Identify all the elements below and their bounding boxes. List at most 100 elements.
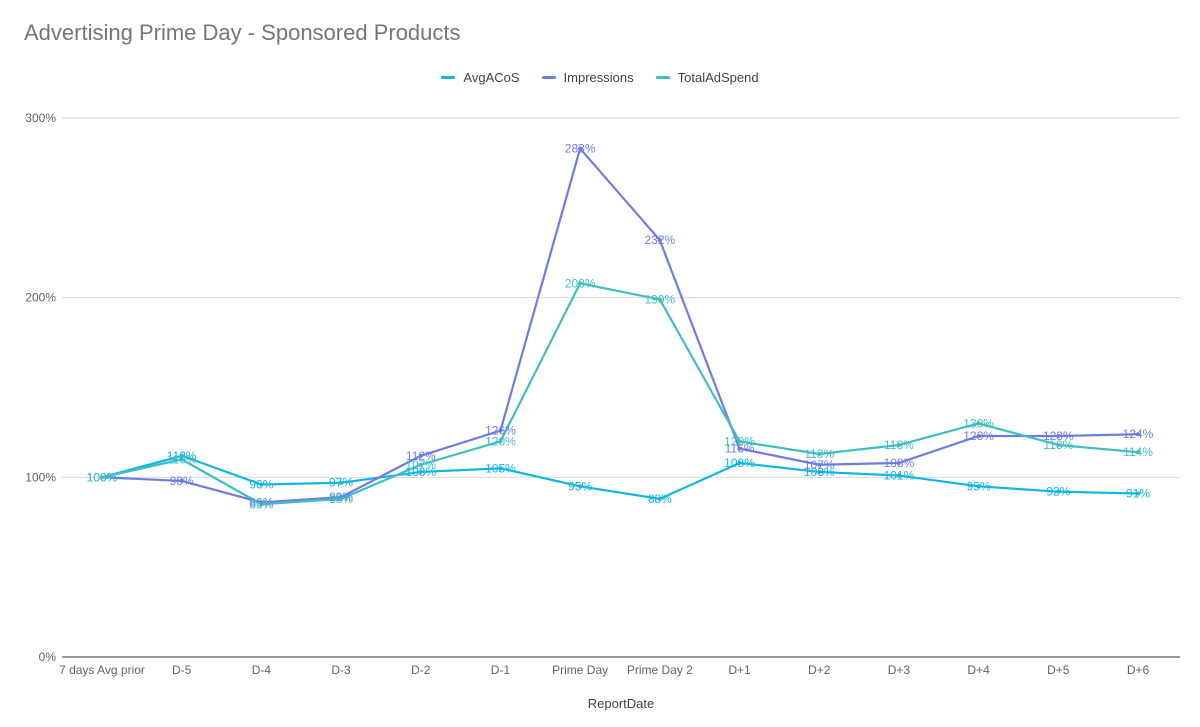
data-point-totaladspend[interactable] bbox=[1136, 450, 1140, 455]
x-tick-label: D+1 bbox=[728, 663, 751, 677]
data-label-totaladspend: 113% bbox=[804, 447, 834, 461]
data-label-avgacos: 95% bbox=[568, 479, 592, 493]
data-point-avgacos[interactable] bbox=[1056, 489, 1061, 494]
x-axis-title: ReportDate bbox=[588, 696, 654, 711]
data-label-totaladspend: 120% bbox=[724, 434, 755, 448]
data-label-avgacos: 91% bbox=[1126, 487, 1150, 501]
data-point-avgacos[interactable] bbox=[657, 496, 662, 501]
legend-label-avgacos: AvgACoS bbox=[463, 70, 520, 85]
data-point-avgacos[interactable] bbox=[339, 480, 344, 485]
data-label-impressions: 112% bbox=[406, 449, 436, 463]
data-point-impressions[interactable] bbox=[578, 146, 583, 151]
data-point-avgacos[interactable] bbox=[498, 466, 503, 471]
data-point-avgacos[interactable] bbox=[179, 453, 184, 458]
series-line-avgacos bbox=[101, 454, 1139, 500]
data-label-impressions: 123% bbox=[963, 429, 994, 443]
legend-label-totaladspend: TotalAdSpend bbox=[677, 70, 759, 85]
data-label-avgacos: 100% bbox=[87, 470, 118, 484]
data-label-avgacos: 96% bbox=[249, 478, 273, 492]
legend-swatch-impressions bbox=[541, 76, 556, 79]
data-label-avgacos: 112% bbox=[167, 449, 197, 463]
data-label-avgacos: 97% bbox=[329, 476, 353, 490]
data-label-avgacos: 88% bbox=[648, 492, 672, 506]
x-tick-label: D+3 bbox=[888, 663, 911, 677]
data-label-avgacos: 92% bbox=[1046, 485, 1070, 499]
data-label-impressions: 123% bbox=[1043, 429, 1074, 443]
data-label-totaladspend: 199% bbox=[644, 292, 675, 306]
data-point-totaladspend[interactable] bbox=[259, 502, 264, 507]
legend-item-impressions[interactable]: Impressions bbox=[541, 70, 634, 85]
data-point-totaladspend[interactable] bbox=[498, 439, 503, 444]
data-label-impressions: 108% bbox=[884, 456, 915, 470]
data-point-avgacos[interactable] bbox=[418, 469, 423, 474]
data-point-totaladspend[interactable] bbox=[657, 297, 662, 302]
data-label-totaladspend: 110% bbox=[167, 452, 197, 466]
data-label-totaladspend: 107% bbox=[405, 458, 436, 472]
data-point-impressions[interactable] bbox=[418, 453, 423, 458]
x-tick-label: D-1 bbox=[491, 663, 511, 677]
series-line-totaladspend bbox=[101, 282, 1139, 506]
data-point-impressions[interactable] bbox=[1056, 434, 1061, 439]
data-point-avgacos[interactable] bbox=[817, 469, 822, 474]
data-label-avgacos: 101% bbox=[884, 469, 915, 483]
data-label-impressions: 116% bbox=[725, 442, 755, 456]
data-point-totaladspend[interactable] bbox=[418, 462, 423, 467]
data-label-totaladspend: 88% bbox=[329, 492, 353, 506]
data-label-totaladspend: 114% bbox=[1123, 445, 1153, 459]
legend-swatch-totaladspend bbox=[655, 76, 670, 79]
x-tick-label: D-4 bbox=[252, 663, 272, 677]
data-point-impressions[interactable] bbox=[498, 428, 503, 433]
data-point-totaladspend[interactable] bbox=[179, 457, 184, 462]
data-point-totaladspend[interactable] bbox=[817, 451, 822, 456]
data-point-totaladspend[interactable] bbox=[100, 475, 104, 480]
data-label-impressions: 98% bbox=[170, 474, 194, 488]
data-point-impressions[interactable] bbox=[657, 238, 662, 243]
data-point-avgacos[interactable] bbox=[259, 482, 264, 487]
data-label-avgacos: 103% bbox=[804, 465, 835, 479]
data-point-avgacos[interactable] bbox=[737, 460, 742, 465]
data-label-avgacos: 105% bbox=[485, 461, 516, 475]
data-point-totaladspend[interactable] bbox=[976, 421, 981, 426]
data-label-impressions: 232% bbox=[644, 233, 675, 247]
data-label-totaladspend: 208% bbox=[565, 276, 596, 290]
data-point-avgacos[interactable] bbox=[1136, 491, 1140, 496]
data-point-impressions[interactable] bbox=[896, 460, 901, 465]
y-tick-label: 300% bbox=[25, 111, 56, 125]
data-point-totaladspend[interactable] bbox=[578, 281, 583, 286]
data-point-totaladspend[interactable] bbox=[339, 496, 344, 501]
data-label-totaladspend: 85% bbox=[249, 497, 273, 511]
data-label-impressions: 86% bbox=[249, 495, 273, 509]
legend-item-totaladspend[interactable]: TotalAdSpend bbox=[655, 70, 759, 85]
data-point-totaladspend[interactable] bbox=[896, 442, 901, 447]
x-tick-label: D-5 bbox=[172, 663, 192, 677]
data-point-impressions[interactable] bbox=[1136, 432, 1140, 437]
data-point-totaladspend[interactable] bbox=[1056, 442, 1061, 447]
data-label-totaladspend: 118% bbox=[884, 438, 914, 452]
data-point-impressions[interactable] bbox=[817, 462, 822, 467]
x-tick-label: D-2 bbox=[411, 663, 431, 677]
x-tick-label: D+6 bbox=[1127, 663, 1150, 677]
data-point-avgacos[interactable] bbox=[976, 484, 981, 489]
data-point-avgacos[interactable] bbox=[896, 473, 901, 478]
data-label-totaladspend: 118% bbox=[1043, 438, 1073, 452]
x-tick-label: 7 days Avg prior bbox=[59, 663, 145, 677]
legend-item-avgacos[interactable]: AvgACoS bbox=[441, 70, 520, 85]
data-point-impressions[interactable] bbox=[737, 446, 742, 451]
data-label-totaladspend: 130% bbox=[963, 416, 994, 430]
x-tick-label: Prime Day bbox=[552, 663, 608, 677]
x-tick-label: D-3 bbox=[331, 663, 351, 677]
y-tick-label: 100% bbox=[25, 470, 56, 484]
data-label-impressions: 89% bbox=[329, 490, 353, 504]
data-label-impressions: 100% bbox=[87, 470, 118, 484]
x-tick-label: D+4 bbox=[967, 663, 990, 677]
x-tick-label: D+5 bbox=[1047, 663, 1070, 677]
series-line-impressions bbox=[101, 147, 1139, 504]
data-label-totaladspend: 120% bbox=[485, 434, 516, 448]
data-point-avgacos[interactable] bbox=[578, 484, 583, 489]
data-point-totaladspend[interactable] bbox=[737, 439, 742, 444]
data-label-totaladspend: 100% bbox=[87, 470, 118, 484]
legend: AvgACoS Impressions TotalAdSpend bbox=[0, 70, 1200, 85]
data-point-impressions[interactable] bbox=[179, 478, 184, 483]
data-point-impressions[interactable] bbox=[976, 434, 981, 439]
